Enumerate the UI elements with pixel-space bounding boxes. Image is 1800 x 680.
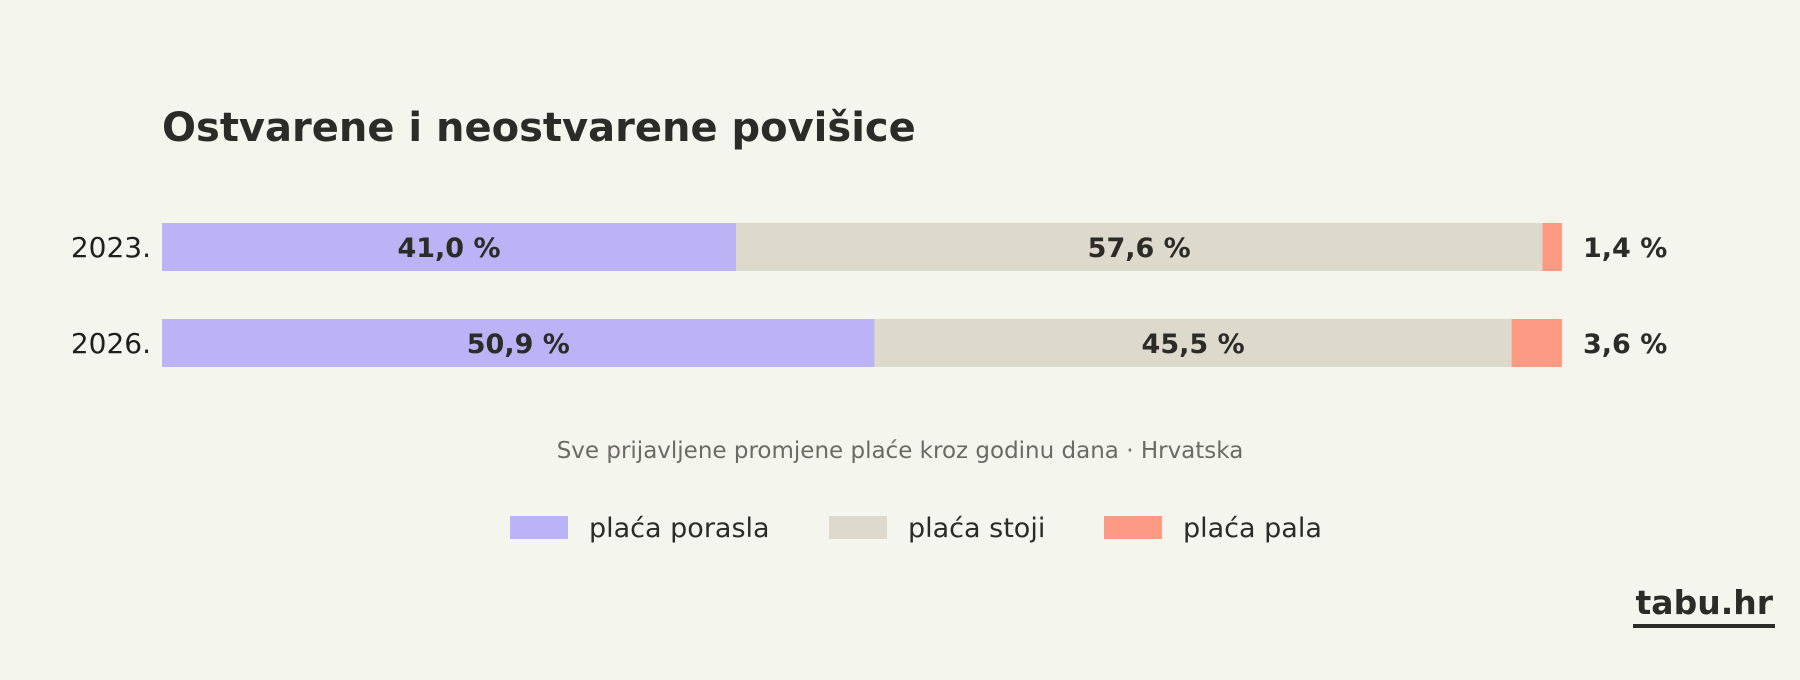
legend-swatch — [1104, 516, 1162, 539]
category-label: 2026. — [71, 327, 151, 360]
legend-label: plaća pala — [1183, 513, 1322, 544]
chart-title: Ostvarene i neostvarene povišice — [162, 105, 916, 151]
chart-legend: plaća porasla plaća stoji plaća pala — [510, 513, 1322, 544]
brand-logo-text: tabu.hr — [1636, 583, 1774, 622]
legend-item: plaća pala — [1104, 513, 1322, 544]
bar-segment — [874, 319, 1512, 367]
chart-subtitle: Sve prijavljene promjene plaće kroz godi… — [557, 438, 1244, 464]
data-label: 45,5 % — [1142, 329, 1245, 360]
bar-segment — [736, 223, 1543, 271]
bar-segment — [1511, 319, 1562, 367]
chart-rows: 2023. 41,0 % 57,6 % 1,4 % 2026. 50,9 % 45,5 % 3… — [71, 223, 1667, 367]
category-label: 2023. — [71, 231, 151, 264]
bar-row: 2023. 41,0 % 57,6 % 1,4 % — [71, 223, 1667, 271]
legend-item: plaća stoji — [829, 513, 1045, 544]
bar-segment — [1542, 223, 1562, 271]
data-label: 41,0 % — [397, 233, 500, 264]
bar-row: 2026. 50,9 % 45,5 % 3,6 % — [71, 319, 1667, 367]
legend-label: plaća stoji — [908, 513, 1045, 544]
bar-segment — [162, 223, 736, 271]
brand-underline — [1633, 624, 1775, 628]
data-label: 3,6 % — [1583, 329, 1667, 360]
legend-swatch — [829, 516, 887, 539]
legend-swatch — [510, 516, 568, 539]
data-label: 57,6 % — [1088, 233, 1191, 264]
data-label: 1,4 % — [1583, 233, 1667, 264]
bar-segment — [162, 319, 875, 367]
data-label: 50,9 % — [467, 329, 570, 360]
legend-label: plaća porasla — [589, 513, 770, 544]
legend-item: plaća porasla — [510, 513, 770, 544]
